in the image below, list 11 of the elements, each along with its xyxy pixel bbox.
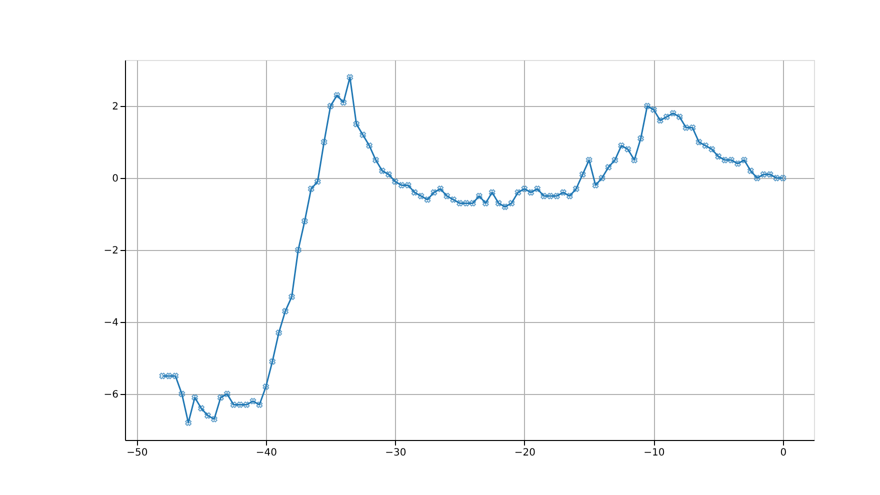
y-tick-label: −2 bbox=[104, 246, 118, 256]
x-tick-label: −50 bbox=[126, 448, 148, 458]
y-tick-label: 2 bbox=[112, 102, 118, 113]
y-tick-label: −4 bbox=[104, 317, 118, 328]
y-tick-label: −6 bbox=[104, 389, 118, 400]
x-tick-label: −10 bbox=[644, 448, 665, 458]
y-tick-label: 0 bbox=[112, 174, 118, 185]
x-tick-label: 0 bbox=[780, 448, 787, 458]
x-tick-label: −20 bbox=[514, 448, 536, 458]
x-tick-label: −40 bbox=[256, 448, 277, 458]
x-tick-label: −30 bbox=[385, 448, 406, 458]
